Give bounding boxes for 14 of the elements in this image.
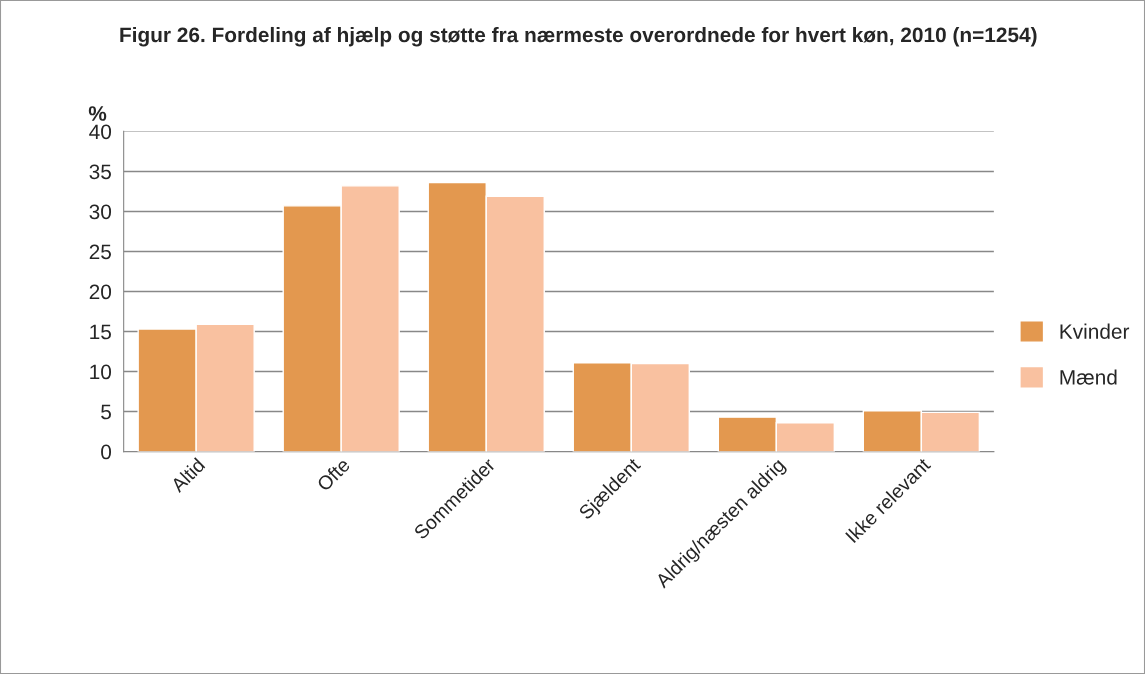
y-tick-label: 0 <box>101 444 112 460</box>
y-tick-label: 20 <box>89 284 112 300</box>
y-tick-label: 30 <box>89 204 112 220</box>
y-tick-label: 15 <box>90 324 111 340</box>
x-tick-label: Ofte <box>315 457 351 492</box>
chart-title: Figur 26. Fordeling af hjælp og støtte fra nærmeste overordnede for hvert køn, 2010 (n=1254) <box>120 26 1037 47</box>
y-tick-label: 10 <box>90 364 112 380</box>
y-tick-label: 25 <box>89 244 111 260</box>
legend-label: Mænd <box>1060 369 1117 385</box>
y-tick-label: 40 <box>89 124 112 140</box>
legend-label: Kvinder <box>1060 323 1130 339</box>
y-axis-title: % <box>88 106 107 121</box>
y-tick-label: 35 <box>89 164 111 180</box>
y-tick-label: 5 <box>101 404 111 420</box>
